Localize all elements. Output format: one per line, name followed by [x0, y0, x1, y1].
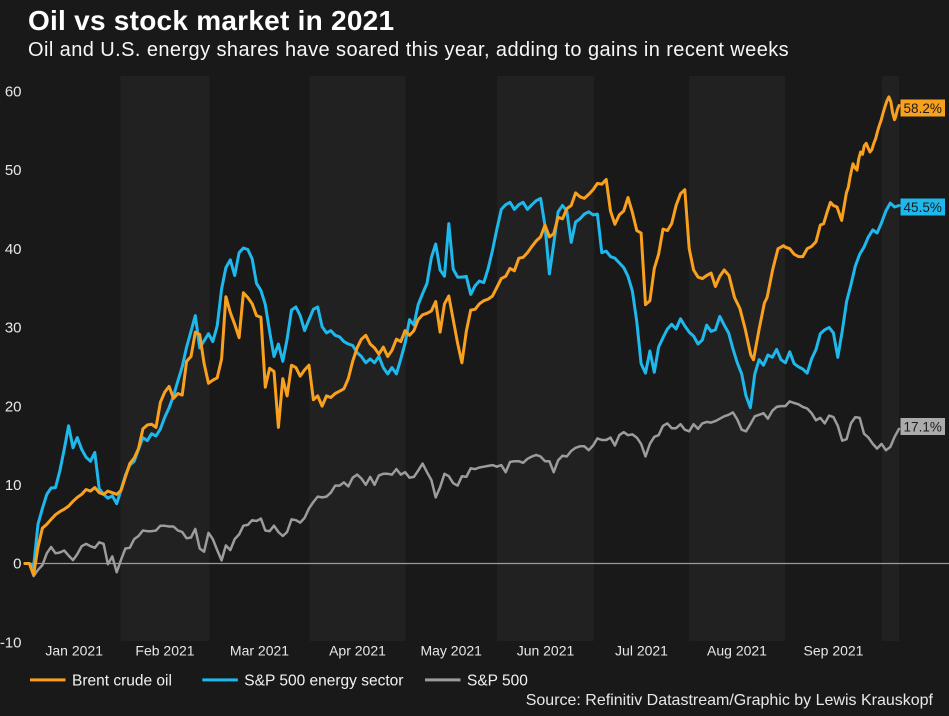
svg-text:Jan 2021: Jan 2021 [45, 643, 103, 659]
svg-text:May 2021: May 2021 [420, 643, 482, 659]
svg-text:Aug 2021: Aug 2021 [707, 643, 767, 659]
svg-text:30: 30 [5, 320, 22, 337]
svg-text:Source: Refinitiv Datastream/G: Source: Refinitiv Datastream/Graphic by … [526, 692, 934, 709]
svg-text:50: 50 [5, 162, 22, 179]
svg-text:Brent crude oil: Brent crude oil [72, 672, 172, 689]
svg-text:S&P 500: S&P 500 [467, 672, 528, 689]
svg-text:S&P 500 energy sector: S&P 500 energy sector [244, 672, 403, 689]
svg-text:Jul 2021: Jul 2021 [615, 643, 668, 659]
svg-text:20: 20 [5, 398, 22, 415]
svg-text:17.1%: 17.1% [904, 419, 942, 434]
svg-text:58.2%: 58.2% [904, 101, 942, 116]
svg-text:Mar 2021: Mar 2021 [230, 643, 289, 659]
svg-text:40: 40 [5, 241, 22, 258]
svg-text:10: 10 [5, 477, 22, 494]
svg-text:Sep 2021: Sep 2021 [804, 643, 864, 659]
svg-text:45.5%: 45.5% [904, 200, 942, 215]
svg-text:Apr 2021: Apr 2021 [329, 643, 386, 659]
svg-text:Feb 2021: Feb 2021 [135, 643, 194, 659]
svg-text:0: 0 [13, 556, 21, 573]
svg-text:Jun 2021: Jun 2021 [517, 643, 575, 659]
svg-text:60: 60 [5, 84, 22, 101]
svg-text:-10: -10 [0, 634, 22, 651]
